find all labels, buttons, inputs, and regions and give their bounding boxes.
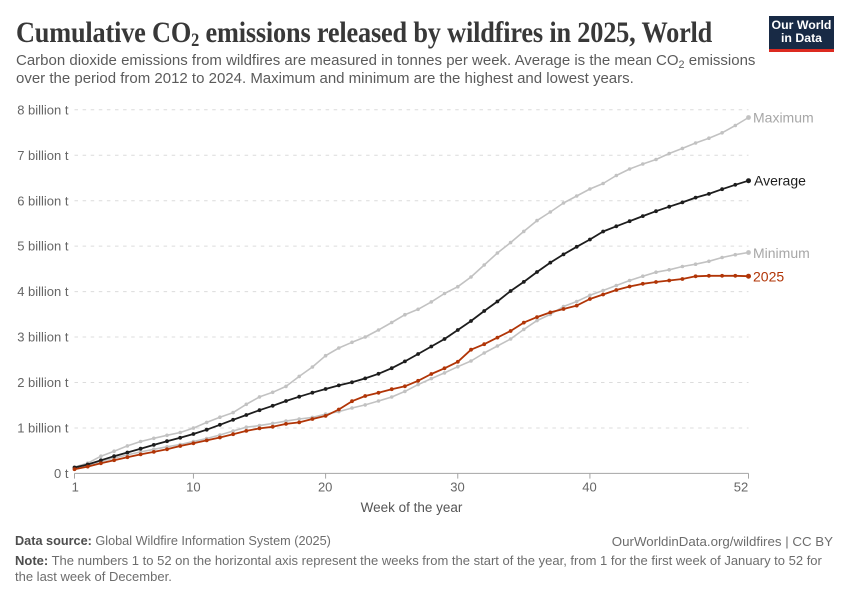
svg-text:30: 30: [450, 480, 464, 495]
svg-text:2 billion t: 2 billion t: [17, 375, 69, 390]
svg-text:6 billion t: 6 billion t: [17, 193, 69, 208]
svg-text:Minimum: Minimum: [753, 245, 810, 261]
svg-text:Week of the year: Week of the year: [361, 500, 463, 515]
svg-text:40: 40: [582, 480, 596, 495]
svg-text:3 billion t: 3 billion t: [17, 330, 69, 345]
svg-text:5 billion t: 5 billion t: [17, 239, 69, 254]
svg-text:2025: 2025: [753, 269, 784, 285]
svg-text:1 billion t: 1 billion t: [17, 421, 69, 436]
svg-text:Maximum: Maximum: [753, 109, 814, 125]
svg-text:10: 10: [186, 480, 200, 495]
svg-text:Average: Average: [754, 172, 806, 188]
svg-text:0 t: 0 t: [54, 466, 69, 481]
svg-text:4 billion t: 4 billion t: [17, 284, 69, 299]
svg-text:1: 1: [72, 480, 79, 495]
svg-text:7 billion t: 7 billion t: [17, 148, 69, 163]
svg-text:20: 20: [318, 480, 332, 495]
svg-text:8 billion t: 8 billion t: [17, 102, 69, 117]
svg-text:52: 52: [734, 480, 748, 495]
